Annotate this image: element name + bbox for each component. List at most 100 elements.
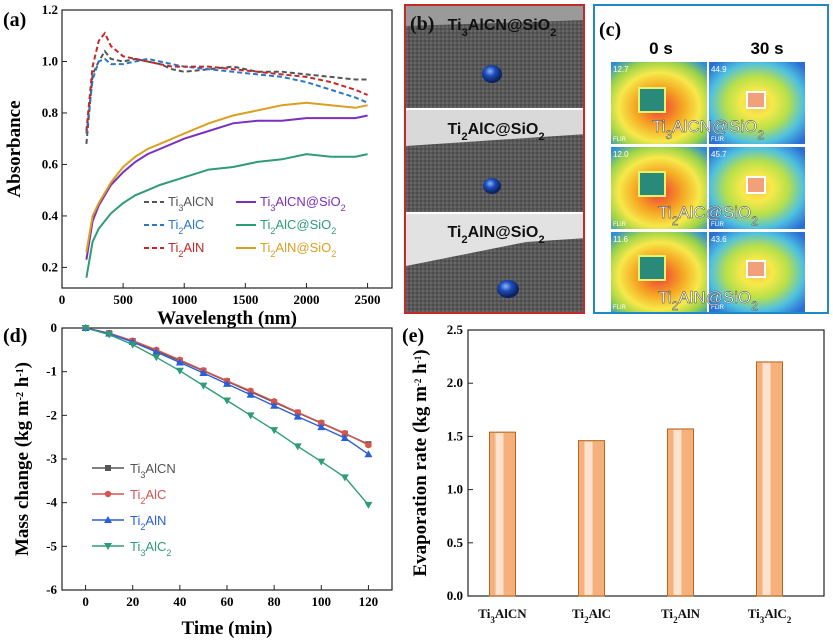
y-tick-label: -2 (46, 407, 57, 422)
data-point (175, 367, 184, 375)
temp-reading: 12.7 (613, 65, 629, 74)
panel-a-label: (a) (3, 9, 26, 31)
water-droplet (497, 280, 519, 298)
x-tick-label: 2500 (355, 292, 381, 307)
data-point (128, 341, 137, 349)
y-tick-label: 0.2 (42, 259, 58, 274)
panel-e-label: (e) (402, 325, 424, 347)
legend-entry: Ti3AlCN (168, 194, 214, 213)
x-tick-label: 60 (221, 594, 234, 609)
thermal-row-1: 12.7 44.9 FLIR FLIR Ti3AlCN@SiO2 (611, 62, 805, 144)
data-point (270, 398, 278, 405)
data-point (105, 331, 114, 339)
y-tick-label: 1.0 (42, 53, 58, 68)
panel-b-photos: Ti3AlCN@SiO2 (b) Ti2AlC@SiO2 Ti2AlN@SiO2 (404, 4, 585, 314)
x-tick-label: 1500 (232, 292, 258, 307)
y-tick-label: 2.0 (447, 375, 463, 390)
series-line-Ti2AlC (85, 57, 368, 134)
data-point (152, 348, 161, 356)
thermal-caption-2: Ti2AlC@SiO2 (658, 203, 758, 228)
series-line-Ti3AlCN (85, 49, 368, 144)
legend-entry: Ti3AlCN@SiO2 (260, 194, 346, 213)
temp-reading: 11.6 (613, 235, 629, 244)
x-tick-label: Ti3AlCN (478, 606, 527, 625)
panel-d-chart: (d) 0 20 40 60 80 100 120 0 -1 -2 -3 -4 -5 -6 Ti3AlCN… (3, 320, 393, 639)
bar-highlight (673, 429, 682, 595)
series-line-Ti2AlN (85, 31, 368, 132)
legend-marker (105, 465, 111, 471)
panel-a-chart: (a) 0 500 1000 1500 2000 2500 0.2 0.4 0.6 0.8 1.0 1… (3, 2, 393, 329)
flir-logo: FLIR (711, 222, 725, 228)
x-tick-label: 20 (126, 594, 139, 609)
legend-entry: Ti3AlCN (130, 461, 176, 480)
data-point (199, 368, 208, 376)
legend-entry: Ti2AlN@SiO2 (260, 240, 336, 259)
y-tick-label: -4 (46, 495, 57, 510)
y-tick-label: 1.0 (447, 482, 463, 497)
data-point (317, 423, 326, 431)
y-tick-label: -1 (46, 364, 57, 379)
data-point (294, 409, 301, 416)
data-point (293, 412, 302, 420)
series-line-Ti2AlC-at-SiO2 (85, 153, 368, 278)
flir-logo: FLIR (613, 137, 627, 143)
legend-entry: Ti2AlC@SiO2 (260, 217, 336, 236)
panel-b-svg: Ti3AlCN@SiO2 (b) Ti2AlC@SiO2 Ti2AlN@SiO2 (406, 6, 583, 312)
panel-e-plot-frame (467, 329, 825, 597)
data-point (340, 434, 349, 442)
bar-highlight (584, 441, 593, 595)
time-label-0s: 0 s (649, 39, 673, 58)
flir-logo: FLIR (613, 222, 627, 228)
flir-logo: FLIR (711, 137, 725, 143)
bar-highlight (762, 362, 771, 595)
series-line-Ti3AlC2 (85, 327, 369, 506)
y-tick-label: -5 (46, 538, 57, 553)
data-point (293, 443, 302, 451)
data-point (318, 419, 325, 426)
y-tick-label: 0.8 (42, 105, 59, 120)
panel-e-chart: (e) 0.0 0.5 1.0 1.5 2.0 2.5 Ti3AlCN Ti2AlC Ti2A… (402, 322, 825, 625)
data-point (317, 458, 326, 466)
x-tick-label: 1000 (171, 292, 197, 307)
x-tick-label: Ti2AlN (661, 606, 701, 625)
data-point (246, 412, 255, 420)
panel-d-plot-frame (61, 327, 393, 591)
data-point (270, 427, 279, 435)
water-droplet (483, 178, 501, 194)
time-label-30s: 30 s (750, 39, 783, 58)
series-line-Ti2AlN (85, 327, 369, 455)
series-line-Ti3AlCN-at-SiO2 (85, 114, 368, 260)
legend-marker (104, 516, 112, 523)
photo-2-caption: Ti2AlC@SiO2 (447, 121, 544, 143)
panel-d-ylabel: Mass change (kg m-2 h-1) (12, 362, 33, 556)
data-point (175, 358, 184, 366)
legend-entry: Ti3AlC2 (130, 539, 171, 558)
data-point (341, 430, 349, 437)
legend-entry: Ti2AlC (130, 487, 166, 506)
data-point (246, 390, 255, 398)
legend-entry: Ti2AlN (168, 240, 204, 259)
flir-logo: FLIR (711, 305, 725, 311)
x-tick-label: Ti2AlC (572, 606, 611, 625)
panel-a-xlabel: Wavelength (nm) (157, 308, 297, 329)
y-tick-label: 0.0 (447, 588, 463, 603)
data-point (152, 354, 161, 362)
data-point (270, 401, 279, 409)
legend-marker (104, 543, 112, 550)
panel-d-label: (d) (3, 325, 27, 347)
legend-marker (104, 490, 112, 498)
legend-entry: Ti2AlN (130, 513, 166, 532)
data-point (223, 397, 231, 405)
y-tick-label: 1.2 (42, 2, 58, 17)
panel-e-ylabel: Evaporation rate (kg m-2 h-1) (410, 349, 431, 576)
photo-3: Ti2AlN@SiO2 (406, 214, 583, 312)
photo-2: Ti2AlC@SiO2 (406, 110, 583, 212)
data-point (223, 379, 231, 387)
y-tick-label: 0 (51, 320, 58, 335)
data-point (340, 474, 349, 482)
bar-highlight (495, 433, 504, 595)
data-point (81, 325, 90, 332)
x-tick-label: 2000 (293, 292, 319, 307)
y-tick-label: -3 (46, 451, 57, 466)
temp-reading: 43.6 (711, 235, 727, 244)
